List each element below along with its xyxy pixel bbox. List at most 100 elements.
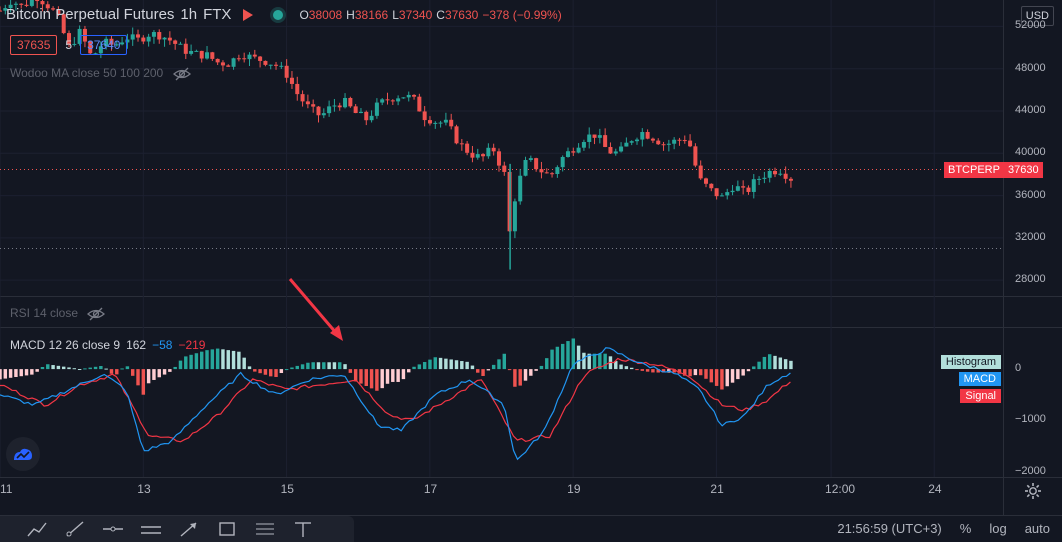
- trend-line-tool[interactable]: [18, 516, 56, 542]
- candle-body: [741, 186, 746, 188]
- histogram-bar: [247, 366, 252, 370]
- histogram-bar: [720, 369, 724, 390]
- histogram-bar: [221, 349, 225, 370]
- candle-body: [358, 111, 363, 114]
- macd-legend-tag-histogram: Histogram: [940, 355, 1001, 369]
- histogram-bar: [199, 351, 204, 370]
- histogram-bar: [677, 369, 682, 374]
- histogram-bar: [507, 369, 512, 371]
- histogram-bar: [534, 369, 538, 371]
- candle-body: [650, 138, 655, 141]
- arrow-tool[interactable]: [170, 516, 208, 542]
- histogram-bar: [709, 369, 714, 383]
- candle-body: [327, 106, 332, 114]
- histogram-bar: [46, 364, 50, 370]
- candle-body: [624, 142, 629, 147]
- fib-retracement-tool[interactable]: [246, 516, 284, 542]
- parallel-channel-tool[interactable]: [132, 516, 170, 542]
- candle-body: [226, 65, 231, 67]
- chart-settings-gear-icon[interactable]: [1022, 480, 1044, 502]
- histogram-bar: [614, 361, 618, 370]
- candle-body: [67, 33, 72, 45]
- symbol-title[interactable]: Bitcoin Perpetual Futures: [6, 6, 175, 23]
- histogram-bar: [396, 369, 400, 382]
- horizontal-line-tool[interactable]: [94, 516, 132, 542]
- macd-tick-label: −2000: [1015, 464, 1046, 477]
- spread-value: 5: [65, 38, 73, 52]
- trend-line-icon: [27, 522, 47, 537]
- histogram-bar: [693, 369, 698, 376]
- candle-body: [98, 46, 103, 54]
- logo-icon[interactable]: [6, 437, 40, 471]
- status-bar: 21:56:59 (UTC+3) % log auto: [837, 521, 1050, 536]
- candle-body: [120, 42, 125, 45]
- candle-body: [666, 143, 671, 145]
- candle-body: [619, 146, 624, 152]
- macd-indicator-label: MACD 12 26 close 9: [10, 338, 121, 352]
- candle-body: [438, 122, 443, 124]
- ray-tool[interactable]: [56, 516, 94, 542]
- histogram-bar: [661, 369, 666, 373]
- ask-button[interactable]: 37640: [80, 35, 128, 55]
- exchange-label[interactable]: FTX: [203, 6, 232, 23]
- candle-body: [608, 146, 613, 154]
- histogram-bar: [746, 369, 751, 372]
- time-tick-label: 12:00: [825, 482, 856, 496]
- hidden-eye-icon[interactable]: [172, 67, 191, 81]
- histogram-bar: [444, 358, 448, 370]
- candle-body: [343, 97, 348, 108]
- candle-body: [109, 38, 114, 45]
- histogram-bar: [231, 350, 236, 370]
- histogram-bar: [263, 369, 268, 375]
- interval-label[interactable]: 1h: [180, 6, 198, 23]
- hidden-eye-icon[interactable]: [87, 307, 106, 321]
- bid-button[interactable]: 37635: [10, 35, 58, 55]
- rectangle-tool[interactable]: [208, 516, 246, 542]
- time-tick-label: 11: [0, 482, 13, 496]
- candle-body: [560, 156, 565, 168]
- candle-body: [295, 83, 300, 95]
- candle-body: [369, 115, 374, 121]
- histogram-bar: [35, 369, 39, 372]
- market-status-icon[interactable]: [273, 9, 284, 20]
- histogram-bar: [30, 369, 34, 375]
- histogram-bar: [99, 366, 103, 370]
- histogram-bar: [560, 343, 565, 370]
- histogram-bar: [582, 352, 586, 370]
- histogram-bar: [242, 357, 246, 370]
- histogram-bar: [258, 369, 262, 374]
- ma-indicator-legend[interactable]: Wodoo MA close 50 100 200: [10, 66, 191, 81]
- candle-body: [332, 105, 337, 107]
- histogram-bar: [767, 354, 772, 370]
- histogram-bar: [300, 364, 305, 370]
- clock-time[interactable]: 21:56:59 (UTC+3): [837, 521, 942, 536]
- candle-body: [51, 8, 56, 10]
- date-range-tool[interactable]: [284, 516, 322, 542]
- candle-body: [682, 140, 687, 142]
- macd-legend-tag-macd: MACD: [958, 372, 1001, 386]
- candle-body: [576, 147, 581, 153]
- candle-body: [125, 39, 130, 43]
- candle-body: [247, 54, 252, 60]
- histogram-bar: [619, 364, 623, 370]
- log-scale-toggle[interactable]: log: [989, 521, 1007, 536]
- flag-icon[interactable]: [243, 8, 254, 21]
- currency-button[interactable]: USD: [1020, 6, 1054, 26]
- candle-body: [194, 50, 199, 52]
- histogram-bar: [730, 369, 735, 383]
- candle-body: [571, 151, 576, 153]
- candle-body: [146, 36, 151, 42]
- candle-body: [311, 104, 316, 107]
- candle-body: [40, 1, 45, 5]
- rsi-indicator-legend[interactable]: RSI 14 close: [10, 306, 106, 321]
- percent-scale-toggle[interactable]: %: [959, 521, 972, 536]
- histogram-bar: [215, 348, 220, 370]
- candle-body: [114, 44, 119, 46]
- candle-body: [173, 40, 178, 44]
- candle-body: [475, 154, 480, 158]
- histogram-bar: [757, 361, 761, 370]
- auto-scale-toggle[interactable]: auto: [1024, 521, 1050, 536]
- candle-body: [735, 186, 740, 191]
- macd-indicator-legend[interactable]: MACD 12 26 close 9 162 −58 −219: [10, 338, 205, 352]
